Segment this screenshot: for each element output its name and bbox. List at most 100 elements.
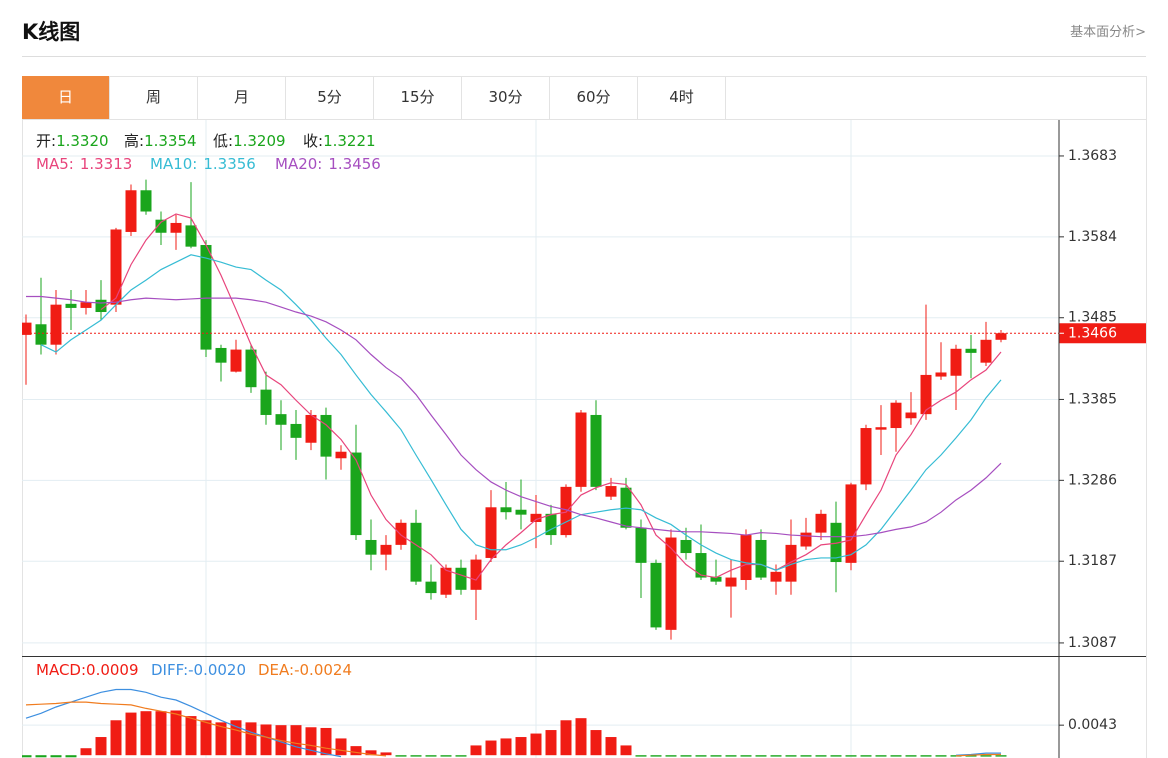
macd-bar [50,755,62,758]
macd-bar [710,755,722,757]
macd-bar [170,710,182,756]
candle-body [215,347,227,363]
candle-body [515,509,527,515]
y-tick-label: 1.3087 [1068,635,1117,651]
candle-body [350,452,362,536]
macd-bar [800,755,812,757]
candle-body [185,225,197,247]
candle-body [125,190,137,232]
candle-body [740,535,752,581]
legend-item: DEA:-0.0024 [258,661,352,679]
candle-body [380,544,392,555]
last-price-label: 1.3466 [1068,325,1117,341]
candle-body [695,553,707,578]
period-tab[interactable]: 周 [110,76,198,119]
candle-body [65,303,77,308]
candle-body [455,567,467,590]
candle-body [200,245,212,350]
macd-bar [440,755,452,757]
period-tab[interactable]: 4时 [638,76,726,119]
macd-bar [335,738,347,756]
macd-bar [380,752,392,756]
candle-body [980,339,992,363]
indicator-line [25,701,1001,757]
macd-bar [860,755,872,757]
candle-body [95,299,107,313]
plot-area [22,179,1007,640]
period-tab[interactable]: 15分 [374,76,462,119]
candle-body [905,412,917,419]
macd-bar [155,711,167,756]
candle-body [890,402,902,429]
legend-label: 收: [303,132,323,150]
legend-label: 高: [124,132,144,150]
macd-bar [110,720,122,756]
period-tab[interactable]: 日 [22,76,110,119]
macd-bar [35,755,47,758]
legend-label: MA5: [36,155,74,173]
legend-value: -0.0024 [294,661,352,679]
macd-bar [425,755,437,757]
macd-bar [890,755,902,757]
macd-bar [650,755,662,757]
legend-item: DIFF:-0.0020 [151,661,246,679]
macd-bar [470,745,482,756]
macd-bar [200,720,212,756]
period-tab[interactable]: 60分 [550,76,638,119]
macd-bar [875,755,887,757]
candle-body [485,507,497,558]
candle-body [935,372,947,377]
legend-value: 0.0009 [86,661,139,679]
candle-body [170,222,182,233]
legend-value: 1.3320 [56,132,109,150]
period-tab[interactable]: 月 [198,76,286,119]
candle-body [320,414,332,457]
macd-bar [815,755,827,757]
candle-body [710,576,722,582]
macd-bar [545,730,557,756]
macd-bar [80,748,92,756]
legend-value: 1.3456 [328,155,381,173]
candle-body [755,539,767,578]
candle-body [305,414,317,443]
legend-item: MA10: 1.3356 [150,155,256,173]
candle-body [725,577,737,587]
candle-body [605,486,617,497]
macd-bar [785,755,797,757]
macd-bar [350,746,362,756]
legend-value: 1.3354 [144,132,197,150]
legend-value: 1.3356 [203,155,256,173]
candle-body [995,333,1007,340]
macd-bar [65,755,77,758]
macd-bar [320,727,332,756]
macd-bar [365,750,377,756]
candle-body [845,484,857,563]
macd-bar [560,720,572,756]
period-tab[interactable]: 5分 [286,76,374,119]
candle-body [575,412,587,487]
macd-bar [395,755,407,757]
fundamentals-link[interactable]: 基本面分析> [1070,25,1146,40]
legend-label: 开: [36,132,56,150]
macd-bar [620,745,632,756]
legend-value: 1.3313 [80,155,133,173]
macd-bar [455,755,467,757]
y-tick-label: 1.3385 [1068,391,1117,407]
candle-body [770,571,782,582]
macd-bar [215,722,227,756]
macd-bar [575,718,587,756]
legend-item: MACD:0.0009 [36,661,139,679]
candle-body [650,562,662,628]
page-title: K线图 [22,20,81,44]
macd-bar [485,740,497,756]
macd-bar [830,755,842,757]
chart-box [22,76,1147,758]
legend-label: MACD: [36,661,86,679]
macd-bar [635,755,647,757]
period-tab[interactable]: 30分 [462,76,550,119]
macd-bar [770,755,782,757]
candle-body [920,374,932,415]
divider [22,56,1146,57]
